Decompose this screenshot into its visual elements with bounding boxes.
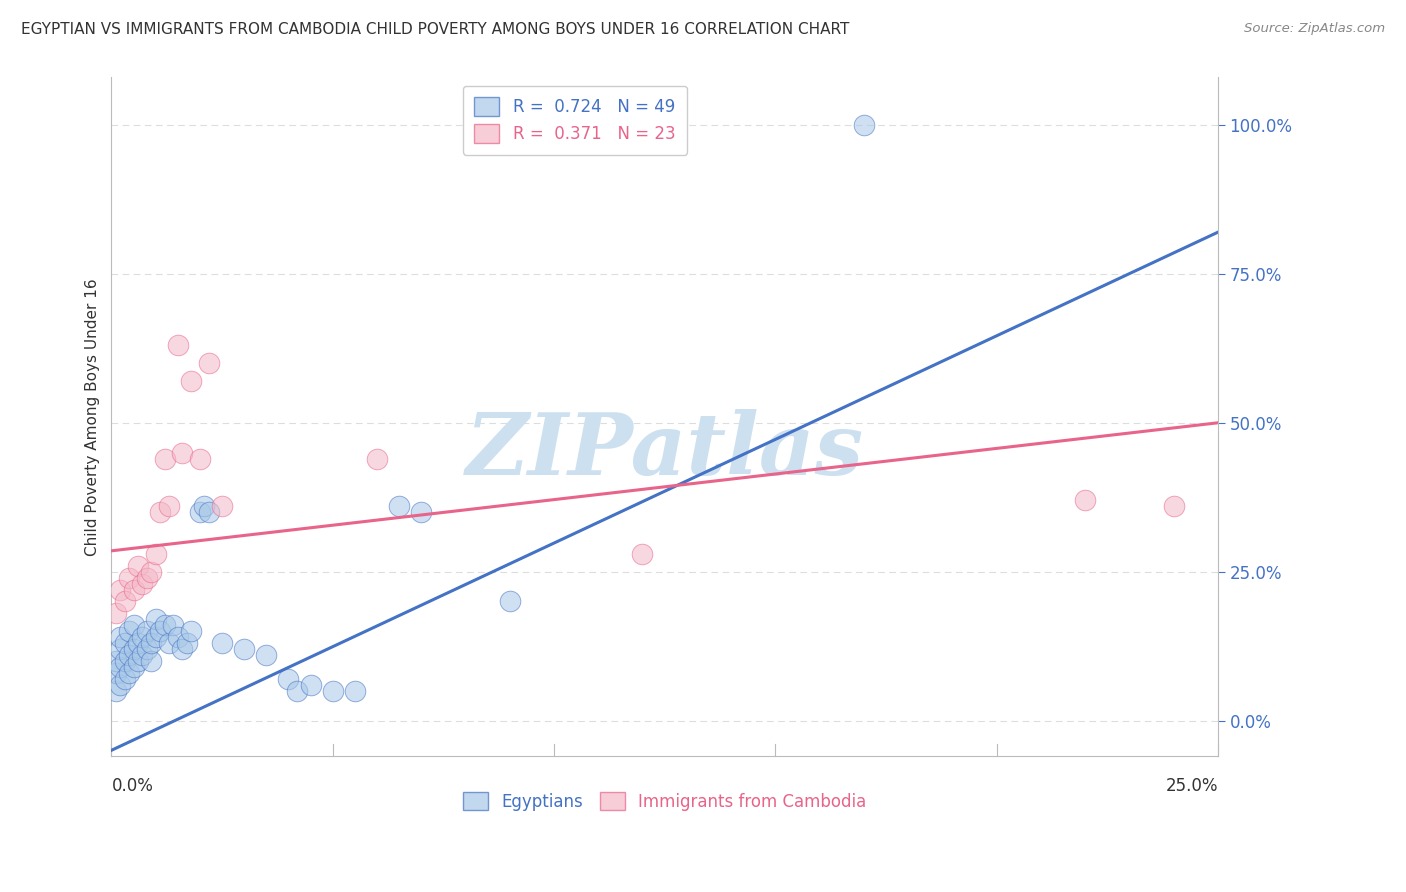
Point xyxy=(233,642,256,657)
Point xyxy=(141,654,163,668)
Point xyxy=(135,642,157,657)
Point xyxy=(110,678,132,692)
Point xyxy=(166,630,188,644)
Point xyxy=(153,451,176,466)
Y-axis label: Child Poverty Among Boys Under 16: Child Poverty Among Boys Under 16 xyxy=(86,278,100,556)
Point xyxy=(110,582,132,597)
Point xyxy=(157,636,180,650)
Point xyxy=(118,665,141,680)
Point xyxy=(172,445,194,459)
Point xyxy=(104,654,127,668)
Point xyxy=(254,648,277,662)
Point xyxy=(343,683,366,698)
Point xyxy=(110,630,132,644)
Point xyxy=(145,547,167,561)
Text: ZIPatlas: ZIPatlas xyxy=(465,409,863,492)
Point xyxy=(110,642,132,657)
Point xyxy=(118,571,141,585)
Point xyxy=(149,624,172,639)
Point xyxy=(131,630,153,644)
Text: EGYPTIAN VS IMMIGRANTS FROM CAMBODIA CHILD POVERTY AMONG BOYS UNDER 16 CORRELATI: EGYPTIAN VS IMMIGRANTS FROM CAMBODIA CHI… xyxy=(21,22,849,37)
Point xyxy=(114,672,136,686)
Point xyxy=(114,636,136,650)
Point xyxy=(131,576,153,591)
Point xyxy=(118,624,141,639)
Point xyxy=(411,505,433,519)
Point xyxy=(122,618,145,632)
Point xyxy=(104,683,127,698)
Point xyxy=(162,618,184,632)
Point xyxy=(114,654,136,668)
Point xyxy=(122,642,145,657)
Point xyxy=(118,648,141,662)
Point xyxy=(127,558,149,573)
Point xyxy=(166,338,188,352)
Point xyxy=(153,618,176,632)
Point xyxy=(197,356,219,370)
Point xyxy=(127,636,149,650)
Point xyxy=(388,499,411,513)
Point xyxy=(110,660,132,674)
Point xyxy=(1074,493,1097,508)
Point xyxy=(285,683,308,698)
Point xyxy=(197,505,219,519)
Point xyxy=(157,499,180,513)
Point xyxy=(176,636,198,650)
Point xyxy=(145,630,167,644)
Point xyxy=(211,636,233,650)
Point xyxy=(322,683,344,698)
Text: Source: ZipAtlas.com: Source: ZipAtlas.com xyxy=(1244,22,1385,36)
Point xyxy=(1163,499,1185,513)
Point xyxy=(122,582,145,597)
Point xyxy=(299,678,322,692)
Point xyxy=(499,594,522,608)
Point xyxy=(131,648,153,662)
Point xyxy=(211,499,233,513)
Legend: Egyptians, Immigrants from Cambodia: Egyptians, Immigrants from Cambodia xyxy=(451,780,877,822)
Text: 25.0%: 25.0% xyxy=(1166,777,1218,795)
Point xyxy=(135,624,157,639)
Point xyxy=(852,118,875,132)
Point xyxy=(188,505,211,519)
Point xyxy=(149,505,172,519)
Point xyxy=(104,665,127,680)
Point xyxy=(188,451,211,466)
Point xyxy=(145,612,167,626)
Point xyxy=(135,571,157,585)
Point xyxy=(127,654,149,668)
Point xyxy=(631,547,654,561)
Point xyxy=(180,374,202,388)
Point xyxy=(366,451,388,466)
Point xyxy=(114,594,136,608)
Point xyxy=(141,636,163,650)
Text: 0.0%: 0.0% xyxy=(111,777,153,795)
Point xyxy=(180,624,202,639)
Point xyxy=(172,642,194,657)
Point xyxy=(193,499,215,513)
Point xyxy=(104,607,127,621)
Point xyxy=(122,660,145,674)
Point xyxy=(277,672,299,686)
Point xyxy=(141,565,163,579)
